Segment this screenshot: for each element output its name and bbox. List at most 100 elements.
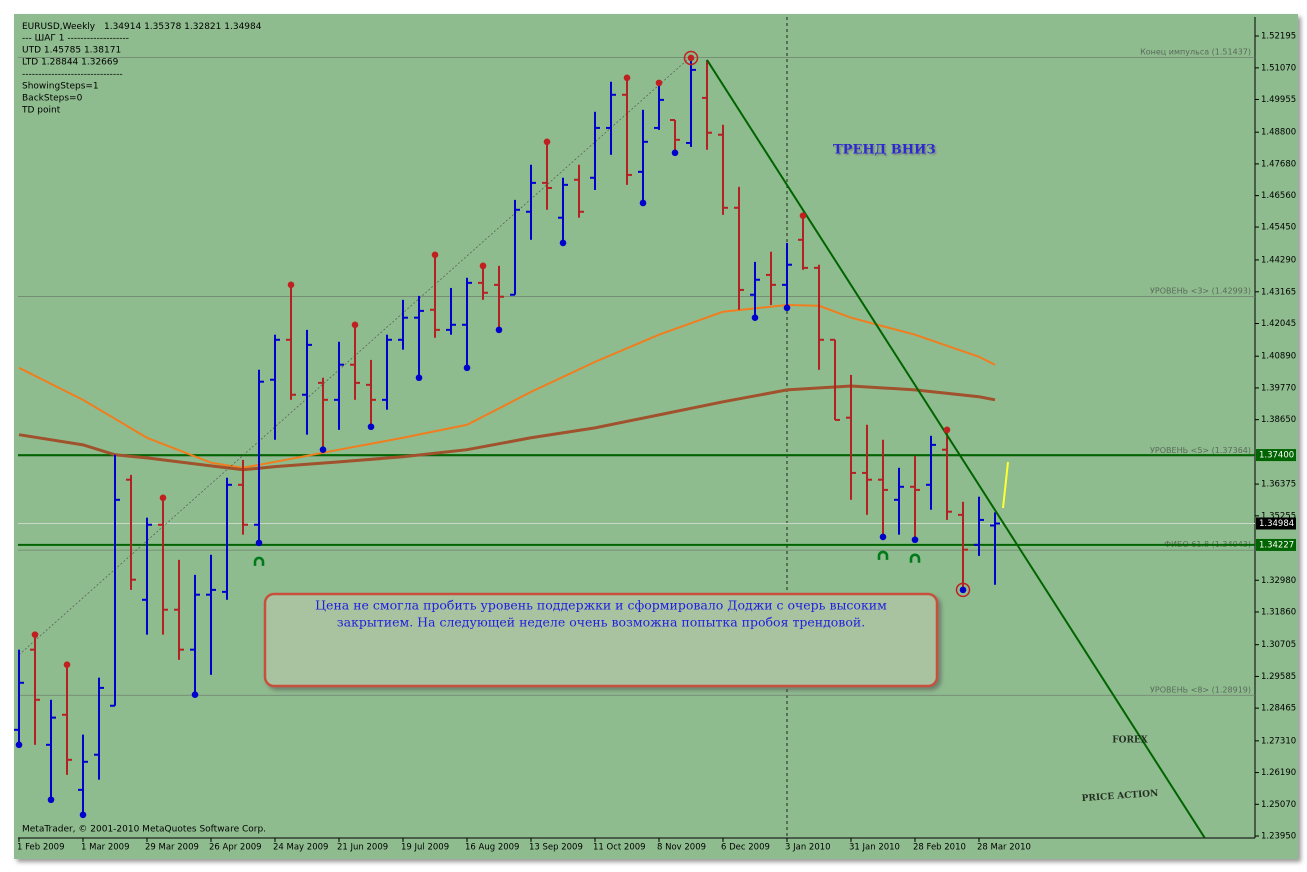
- header-open: 1.34914: [104, 22, 141, 32]
- fractal-high: [431, 251, 439, 259]
- y-tick-label: 1.44290: [1261, 255, 1296, 265]
- x-tick-label: 21 Jun 2009: [337, 843, 388, 853]
- fractal-high: [943, 426, 951, 434]
- signal-arrow: [909, 553, 921, 563]
- level-value: (1.37364): [1212, 446, 1251, 455]
- y-tick-label: 1.42045: [1261, 319, 1296, 329]
- level-name: УРОВЕНЬ <3>: [1150, 286, 1209, 295]
- x-tick-label: 3 Jan 2010: [785, 843, 831, 853]
- fractal-low: [79, 811, 87, 819]
- symbol: EURUSD,Weekly: [22, 22, 96, 32]
- y-tick-label: 1.27310: [1261, 736, 1296, 746]
- y-tick-label: 1.30705: [1261, 640, 1296, 650]
- y-tick-label: 1.48800: [1261, 128, 1296, 138]
- x-tick-label: 28 Feb 2010: [913, 843, 966, 853]
- fractal-low: [15, 741, 23, 749]
- x-tick-label: 11 Oct 2009: [593, 843, 646, 853]
- note-box: [263, 592, 939, 688]
- price-box-label: 1.34227: [1259, 540, 1294, 550]
- fractal-high: [31, 631, 39, 638]
- x-tick-label: 16 Aug 2009: [465, 843, 519, 853]
- header-high: 1.35378: [144, 22, 181, 32]
- x-tick-label: 19 Jul 2009: [401, 843, 449, 853]
- moving-average: [18, 303, 996, 469]
- signal-arrow: [877, 550, 889, 560]
- y-tick-label: 1.32980: [1261, 576, 1296, 586]
- signal-arrow: [253, 556, 265, 566]
- x-tick-label: 1 Feb 2009: [17, 843, 65, 853]
- x-tick-label: 1 Mar 2009: [81, 843, 129, 853]
- trend-label: ТРЕНД ВНИЗ: [833, 143, 936, 158]
- level-value: (1.28919): [1212, 685, 1251, 694]
- level-label: УРОВЕНЬ <3> (1.42993): [1150, 286, 1251, 295]
- level-label: Конец импульса (1.51437): [1140, 47, 1251, 56]
- info-line: -------------------------------: [22, 70, 123, 80]
- y-tick-label: 1.26190: [1261, 768, 1296, 778]
- indicator-info: --- ШАГ 1 ------------------- UTD 1.45785…: [21, 34, 129, 116]
- fractal-low: [319, 446, 327, 453]
- y-tick-label: 1.40890: [1261, 352, 1296, 362]
- y-tick-label: 1.35255: [1261, 511, 1296, 521]
- fractal-high: [543, 138, 551, 146]
- level-name: Конец импульса: [1140, 47, 1209, 56]
- fractal-low: [367, 423, 375, 431]
- y-tick-label: 1.47680: [1261, 159, 1296, 169]
- fractal-high: [479, 262, 487, 270]
- fractal-low: [879, 533, 887, 541]
- header-line: EURUSD,Weekly 1.34914 1.35378 1.32821 1.…: [22, 22, 262, 32]
- level-name: УРОВЕНЬ <8>: [1150, 685, 1209, 694]
- price-box: [1256, 449, 1296, 462]
- fractal-low: [751, 314, 759, 321]
- level-label: УРОВЕНЬ <5> (1.37364): [1150, 446, 1251, 455]
- price-box: [1256, 517, 1296, 530]
- fractal-low: [671, 149, 679, 157]
- fractal-low: [911, 536, 919, 544]
- fractal-high: [687, 54, 695, 62]
- y-tick-label: 1.45450: [1261, 223, 1296, 233]
- fractal-low: [191, 691, 199, 698]
- circled-low: [955, 582, 971, 598]
- info-line: --- ШАГ 1 -------------------: [22, 34, 129, 44]
- pen-stroke: [1002, 461, 1009, 509]
- level-label: УРОВЕНЬ <8> (1.28919): [1150, 685, 1251, 694]
- trendline: [706, 59, 1206, 839]
- y-tick-label: 1.39770: [1261, 383, 1296, 393]
- info-line: LTD 1.28844 1.32669: [22, 58, 119, 68]
- y-tick-label: 1.36375: [1261, 480, 1296, 490]
- x-tick-label: 8 Nov 2009: [657, 843, 706, 853]
- fractal-high: [351, 321, 359, 329]
- fractal-low: [639, 199, 647, 207]
- chart-background: [14, 14, 1298, 859]
- x-tick-label: 31 Jan 2010: [849, 843, 900, 853]
- fractal-high: [655, 79, 663, 87]
- info-line: BackSteps=0: [22, 94, 83, 104]
- y-tick-label: 1.31860: [1261, 607, 1296, 617]
- info-line: ShowingSteps=1: [22, 82, 99, 92]
- y-tick-label: 1.51070: [1261, 63, 1296, 73]
- x-tick-label: 13 Sep 2009: [529, 843, 583, 853]
- fractal-low: [959, 586, 967, 594]
- note-line: Цена не смогла пробить уровень поддержки…: [315, 598, 887, 613]
- y-tick-label: 1.28465: [1261, 704, 1296, 714]
- header-close: 1.34984: [224, 22, 261, 32]
- fractal-low: [783, 304, 791, 312]
- header-low: 1.32821: [184, 22, 221, 32]
- fractal-high: [63, 661, 71, 668]
- fractal-low: [559, 239, 567, 247]
- price-box: [1256, 538, 1296, 551]
- x-tick-label: 29 Mar 2009: [145, 843, 199, 853]
- x-tick-label: 6 Dec 2009: [721, 843, 770, 853]
- note-line: закрытием. На следующей неделе очень воз…: [337, 615, 865, 630]
- price-box-label: 1.34984: [1259, 519, 1294, 529]
- y-tick-label: 1.38650: [1261, 415, 1296, 425]
- y-tick-label: 1.52195: [1261, 32, 1296, 42]
- y-tick-label: 1.25070: [1261, 800, 1296, 810]
- level-value: (1.51437): [1212, 47, 1251, 56]
- fractal-low: [255, 539, 263, 547]
- price-box-label: 1.37400: [1259, 451, 1294, 461]
- level-value: (1.42993): [1212, 286, 1251, 295]
- y-tick-label: 1.29585: [1261, 672, 1296, 682]
- fractal-high: [159, 494, 167, 502]
- y-tick-label: 1.49955: [1261, 95, 1296, 105]
